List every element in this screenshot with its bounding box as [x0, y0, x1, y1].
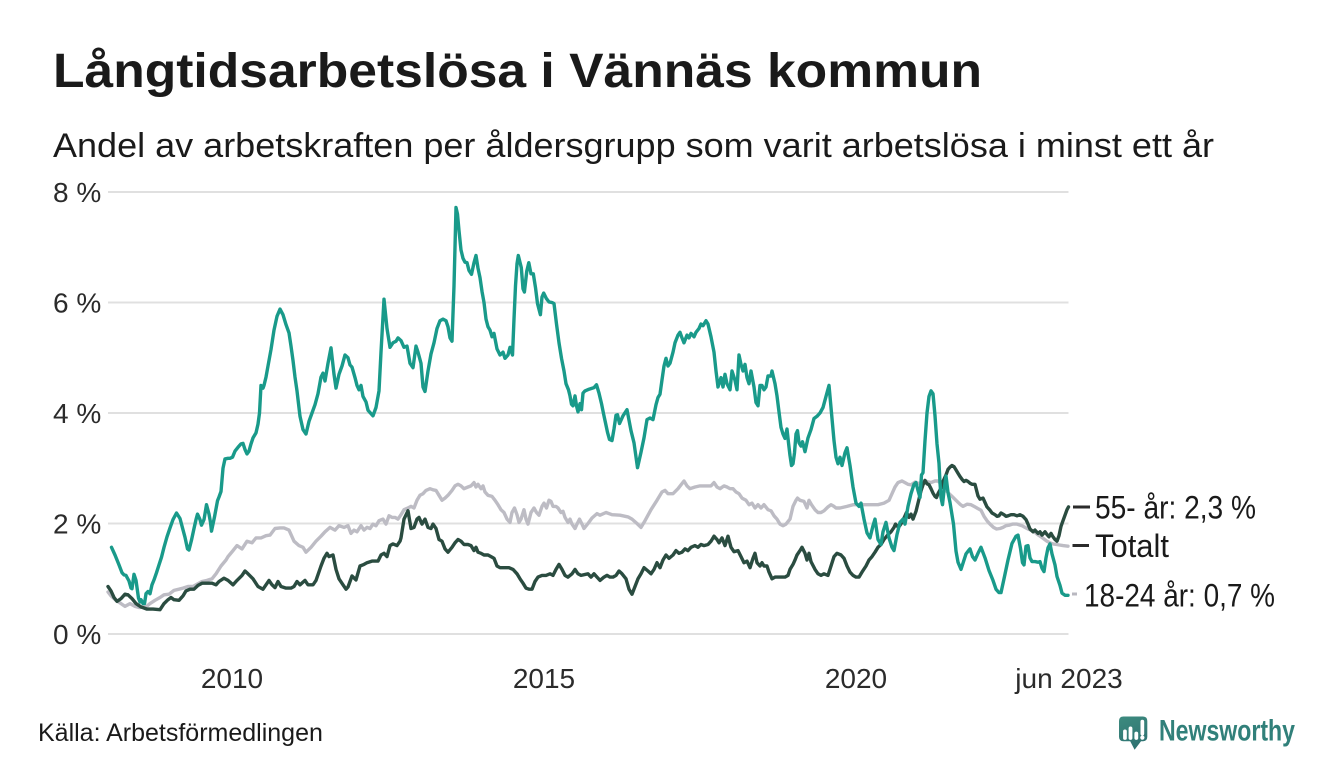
svg-text:Andel av arbetskraften per åld: Andel av arbetskraften per åldersgrupp s…	[53, 127, 1214, 165]
svg-text:2010: 2010	[201, 663, 263, 694]
svg-text:Newsworthy: Newsworthy	[1159, 715, 1295, 748]
svg-text:Långtidsarbetslösa i Vännäs ko: Långtidsarbetslösa i Vännäs kommun	[53, 45, 982, 98]
svg-text:2020: 2020	[825, 663, 887, 694]
svg-text:Källa: Arbetsförmedlingen: Källa: Arbetsförmedlingen	[38, 719, 323, 747]
svg-text:2 %: 2 %	[53, 509, 101, 540]
svg-text:0 %: 0 %	[53, 619, 101, 650]
svg-text:2015: 2015	[513, 663, 575, 694]
svg-text:4 %: 4 %	[53, 398, 101, 429]
svg-text:18-24 år: 0,7 %: 18-24 år: 0,7 %	[1084, 578, 1275, 614]
svg-text:55- år: 2,3 %: 55- år: 2,3 %	[1095, 490, 1256, 526]
svg-text:6 %: 6 %	[53, 288, 101, 319]
svg-text:8 %: 8 %	[53, 177, 101, 208]
svg-text:Totalt: Totalt	[1095, 528, 1169, 564]
svg-text:jun 2023: jun 2023	[1014, 663, 1122, 694]
